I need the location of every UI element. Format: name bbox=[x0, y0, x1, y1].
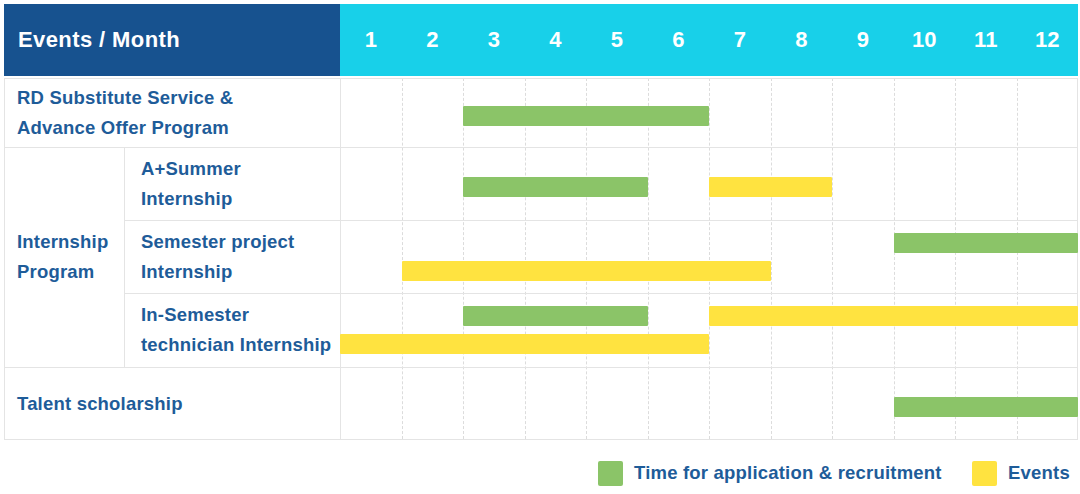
month-gridline bbox=[402, 78, 403, 439]
month-gridline bbox=[771, 78, 772, 439]
legend-label: Time for application & recruitment bbox=[634, 462, 942, 484]
row-border bbox=[124, 293, 1078, 294]
row-label-line: A+Summer bbox=[141, 154, 340, 184]
month-label-12: 12 bbox=[1017, 4, 1079, 76]
column-border bbox=[1077, 78, 1078, 440]
row-border bbox=[4, 439, 1078, 440]
row-label-line: technician Internship bbox=[141, 330, 340, 360]
row-label-line: Internship bbox=[141, 184, 340, 214]
group-label-line: Program bbox=[17, 257, 124, 287]
gantt-bar-yellow-in-semester-technician-internship bbox=[709, 306, 1078, 326]
legend-item-application-recruitment: Time for application & recruitment bbox=[598, 459, 942, 487]
month-label-8: 8 bbox=[771, 4, 833, 76]
row-label-line: Semester project bbox=[141, 227, 340, 257]
gantt-bar-green-a-plus-summer-internship bbox=[463, 177, 648, 197]
month-label-1: 1 bbox=[340, 4, 402, 76]
month-gridline bbox=[648, 78, 649, 439]
gantt-bar-yellow-semester-project-internship bbox=[402, 261, 771, 281]
legend-item-events: Events bbox=[972, 459, 1070, 487]
month-label-2: 2 bbox=[402, 4, 464, 76]
gantt-bar-yellow-a-plus-summer-internship bbox=[709, 177, 832, 197]
row-label-talent-scholarship: Talent scholarship bbox=[4, 367, 340, 440]
row-label-rd-substitute-advance-offer: RD Substitute Service & Advance Offer Pr… bbox=[4, 78, 340, 147]
group-label-line: Internship bbox=[17, 227, 124, 257]
header-title: Events / Month bbox=[18, 27, 180, 53]
gantt-bar-green-talent-scholarship bbox=[894, 397, 1079, 417]
month-label-9: 9 bbox=[832, 4, 894, 76]
gantt-bar-green-in-semester-technician-internship bbox=[463, 306, 648, 326]
gantt-bar-green-rd-substitute-advance-offer bbox=[463, 106, 709, 126]
month-gridline bbox=[955, 78, 956, 439]
month-label-10: 10 bbox=[894, 4, 956, 76]
row-label-a-plus-summer-internship: A+Summer Internship bbox=[124, 147, 340, 220]
month-label-11: 11 bbox=[955, 4, 1017, 76]
month-label-6: 6 bbox=[648, 4, 710, 76]
month-gridline bbox=[586, 78, 587, 439]
month-gridline bbox=[894, 78, 895, 439]
row-label-line: Internship bbox=[141, 257, 340, 287]
legend-swatch-green bbox=[598, 461, 623, 486]
row-label-semester-project-internship: Semester project Internship bbox=[124, 220, 340, 293]
gantt-schedule-table: Events / Month RD Substitute Service & A… bbox=[0, 0, 1080, 494]
table-header-events-month: Events / Month bbox=[4, 4, 340, 76]
column-border bbox=[4, 78, 5, 440]
row-label-line: Talent scholarship bbox=[17, 389, 340, 419]
row-label-line: Advance Offer Program bbox=[17, 113, 340, 143]
month-gridline bbox=[832, 78, 833, 439]
legend-swatch-yellow bbox=[972, 461, 997, 486]
column-border bbox=[340, 78, 341, 440]
month-label-4: 4 bbox=[525, 4, 587, 76]
month-label-5: 5 bbox=[586, 4, 648, 76]
row-label-line: RD Substitute Service & bbox=[17, 83, 340, 113]
month-label-3: 3 bbox=[463, 4, 525, 76]
gantt-bar-yellow-in-semester-technician-internship bbox=[340, 334, 709, 354]
month-gridline bbox=[525, 78, 526, 439]
legend-label: Events bbox=[1008, 462, 1070, 484]
month-gridline bbox=[709, 78, 710, 439]
column-border bbox=[124, 147, 125, 367]
row-border bbox=[4, 367, 1078, 368]
row-label-line: In-Semester bbox=[141, 300, 340, 330]
row-border bbox=[4, 78, 1078, 79]
group-label-internship-program: Internship Program bbox=[4, 147, 124, 367]
month-label-7: 7 bbox=[709, 4, 771, 76]
month-gridline bbox=[463, 78, 464, 439]
row-border bbox=[124, 220, 1078, 221]
month-gridline bbox=[1017, 78, 1018, 439]
gantt-bar-green-semester-project-internship bbox=[894, 233, 1079, 253]
row-label-in-semester-technician-internship: In-Semester technician Internship bbox=[124, 293, 340, 367]
row-border bbox=[4, 147, 1078, 148]
